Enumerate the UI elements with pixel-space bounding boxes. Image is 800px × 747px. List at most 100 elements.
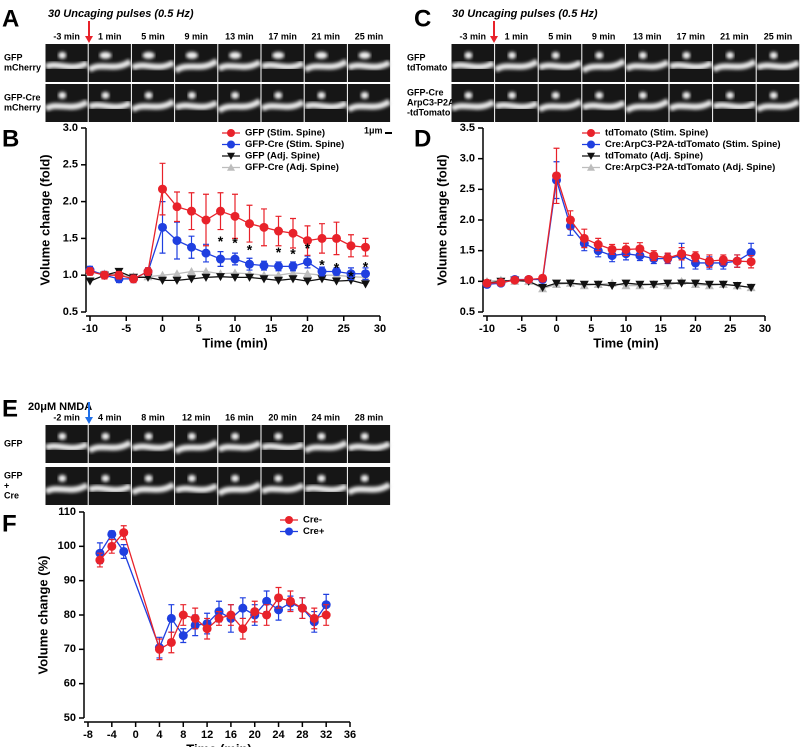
panel-header: 30 Uncaging pulses (0.5 Hz) xyxy=(48,8,194,20)
dendrite xyxy=(537,98,583,113)
time-label: 1 min xyxy=(505,31,529,41)
significance-mark: * xyxy=(363,259,369,275)
data-point xyxy=(691,279,700,288)
spine xyxy=(358,51,371,59)
legend-label: Cre+ xyxy=(303,526,325,537)
data-point xyxy=(100,270,109,280)
dendrite xyxy=(260,482,305,495)
data-point xyxy=(607,244,617,254)
y-axis-label: Volume change (fold) xyxy=(37,154,52,285)
y-tick-label: 2.5 xyxy=(63,159,78,171)
legend-label: Cre:ArpC3-P2A-tdTomato (Stim. Spine) xyxy=(605,139,781,150)
spine xyxy=(99,51,112,59)
significance-mark: * xyxy=(290,245,296,261)
spine xyxy=(231,432,240,440)
data-point xyxy=(317,267,327,277)
y-tick-label: 70 xyxy=(64,643,76,655)
x-tick-label: 20 xyxy=(249,729,261,741)
dendrite xyxy=(217,59,262,72)
panel-letter: D xyxy=(414,125,431,152)
spine xyxy=(638,91,647,99)
spine xyxy=(58,51,67,59)
data-point xyxy=(214,613,224,623)
spine xyxy=(682,51,691,59)
spine xyxy=(317,91,326,99)
y-tick-label: 50 xyxy=(64,712,76,724)
row-label: -tdTomato xyxy=(407,107,451,117)
y-tick-label: 3.0 xyxy=(63,122,78,134)
spine xyxy=(101,91,110,99)
significance-mark: * xyxy=(218,233,224,249)
data-point xyxy=(579,233,589,243)
dendrite xyxy=(712,100,757,110)
y-tick-label: 90 xyxy=(64,575,76,587)
dendrite xyxy=(346,481,392,496)
row-label: mCherry xyxy=(4,102,41,112)
legend-marker xyxy=(587,163,595,171)
y-tick-label: 1.5 xyxy=(460,245,475,257)
data-point xyxy=(593,240,603,250)
data-point xyxy=(216,273,225,282)
data-point xyxy=(158,276,167,285)
data-point xyxy=(332,233,341,243)
legend-label: GFP-Cre (Adj. Spine) xyxy=(245,162,339,173)
data-point xyxy=(154,644,164,654)
time-label: 5 min xyxy=(141,31,165,41)
panel-letter: F xyxy=(2,510,17,537)
data-point xyxy=(746,257,756,267)
dendrite xyxy=(130,481,176,496)
x-tick-label: 36 xyxy=(344,729,356,741)
data-point xyxy=(119,528,129,538)
data-point xyxy=(262,596,272,606)
data-point xyxy=(565,279,575,288)
data-point xyxy=(361,242,370,252)
data-point xyxy=(346,269,356,279)
y-tick-label: 60 xyxy=(64,678,76,690)
legend-label: GFP (Stim. Spine) xyxy=(245,128,325,139)
data-point xyxy=(732,256,742,266)
data-point xyxy=(85,267,95,277)
panel-letter: E xyxy=(2,395,18,422)
data-point xyxy=(704,280,714,289)
time-label: 1 min xyxy=(98,31,122,41)
data-point xyxy=(238,624,248,634)
data-point xyxy=(245,219,254,229)
data-point xyxy=(172,202,182,212)
significance-mark: * xyxy=(247,242,253,258)
dendrite xyxy=(130,59,176,71)
dendrite xyxy=(711,58,757,73)
dendrite xyxy=(346,59,392,71)
time-label: 13 min xyxy=(633,31,662,41)
data-point xyxy=(143,267,153,277)
y-tick-label: 1.5 xyxy=(63,232,78,244)
time-label: 25 min xyxy=(355,31,384,41)
significance-mark: * xyxy=(232,234,238,250)
stim-arrow-head xyxy=(490,36,498,43)
data-point xyxy=(288,268,298,277)
spine xyxy=(58,474,67,482)
legend-label: Cre- xyxy=(303,515,322,526)
panel-header: 20μM NMDA xyxy=(28,401,92,413)
data-point xyxy=(172,236,182,246)
dendrite xyxy=(174,99,219,111)
legend-marker xyxy=(285,516,293,524)
significance-mark: * xyxy=(348,268,354,284)
data-point xyxy=(259,261,269,271)
legend-label: tdTomato (Stim. Spine) xyxy=(605,128,708,139)
data-point xyxy=(635,251,645,261)
dendrite xyxy=(216,481,262,497)
data-point xyxy=(346,276,356,285)
data-point xyxy=(245,259,254,269)
x-axis-label: Time (min) xyxy=(186,741,252,747)
legend-marker xyxy=(227,129,235,137)
dendrite xyxy=(303,58,349,73)
data-point xyxy=(230,211,240,221)
spine xyxy=(58,432,67,440)
data-point xyxy=(746,283,756,292)
data-point xyxy=(226,610,236,620)
spine xyxy=(274,432,283,440)
data-point xyxy=(187,267,196,276)
x-tick-label: 32 xyxy=(320,729,332,741)
x-tick-label: 25 xyxy=(724,323,736,335)
